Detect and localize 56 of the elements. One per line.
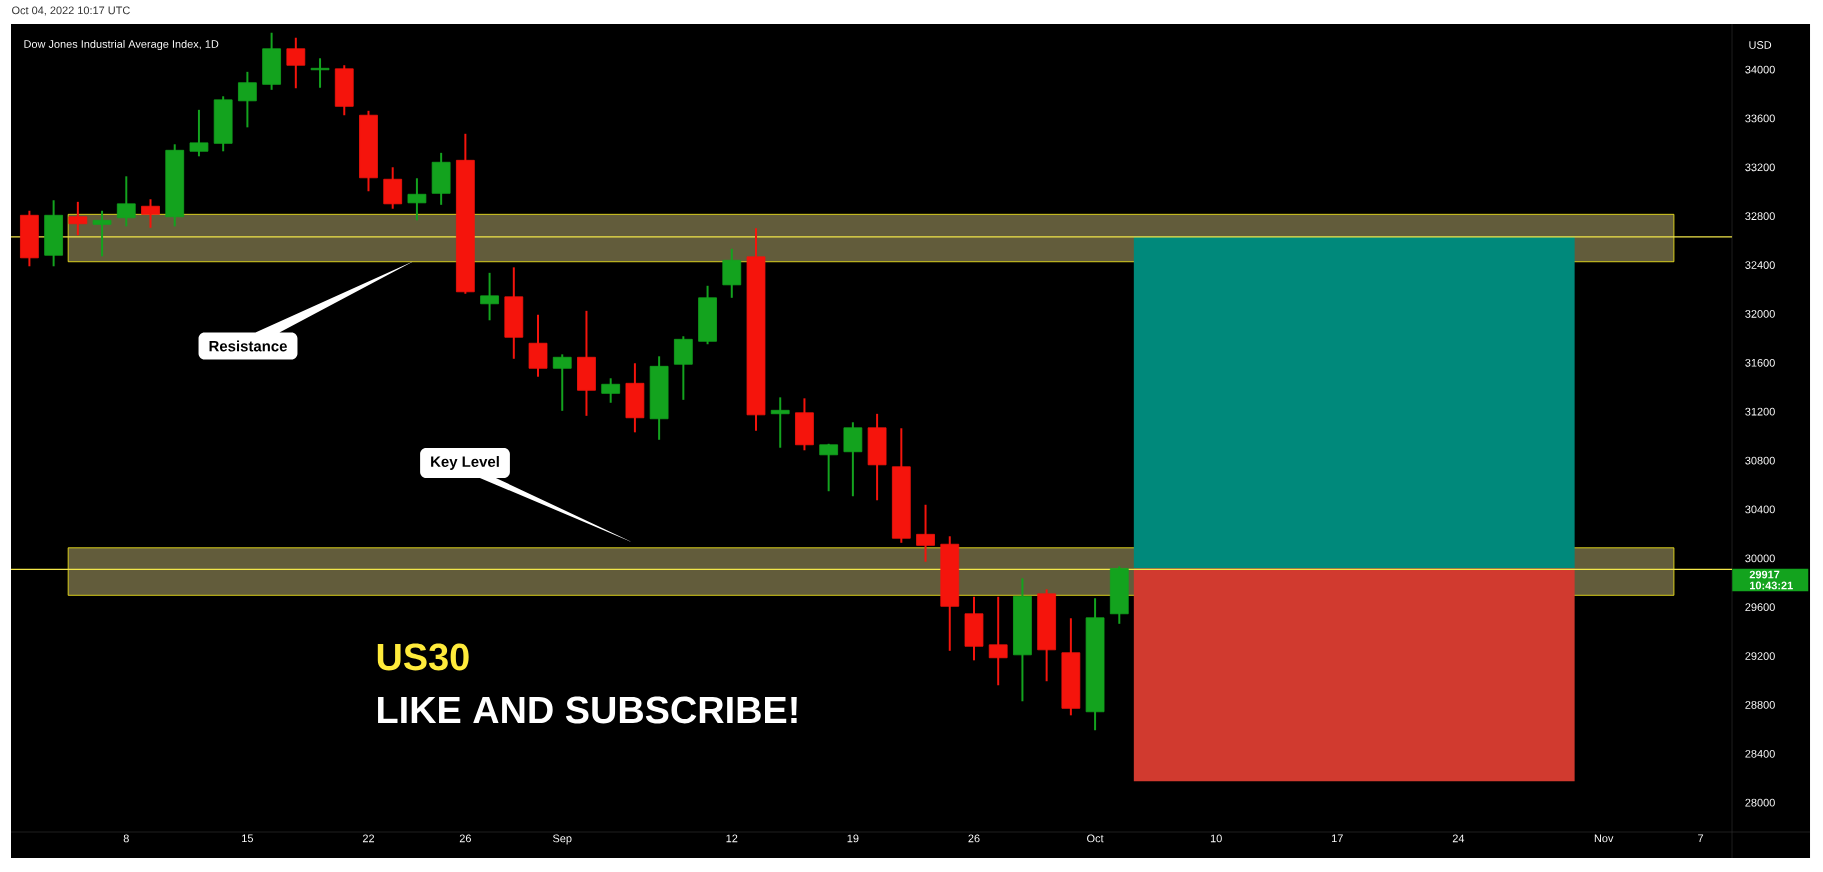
x-tick-label: 26 (459, 834, 471, 843)
x-tick-label: Sep (552, 834, 572, 845)
candlestick (92, 210, 112, 257)
candlestick (286, 37, 306, 89)
candlestick (310, 58, 330, 88)
candlestick (770, 397, 790, 448)
candlestick (988, 596, 1008, 686)
annotation: US30 (377, 643, 469, 671)
y-tick-label: 29600 (1745, 603, 1775, 612)
y-tick-label: 28800 (1745, 701, 1775, 709)
x-tick-label: 12 (726, 834, 738, 843)
candlestick (916, 504, 935, 562)
x-tick-label: 19 (847, 834, 859, 843)
candlestick (238, 71, 257, 128)
y-tick-label: 29200 (1745, 652, 1775, 660)
y-tick-label: 33600 (1745, 114, 1775, 123)
y-tick-label: 30800 (1745, 456, 1775, 465)
y-tick-label: 32400 (1745, 261, 1775, 269)
annotation: LIKE AND SUBSCRIBE! (378, 696, 797, 724)
x-tick-label: 7 (1698, 834, 1704, 843)
x-tick-label: Nov (1594, 834, 1614, 843)
x-tick-label: 22 (362, 834, 375, 843)
candlestick (601, 378, 621, 403)
x-tick-label: 24 (1452, 834, 1465, 843)
y-tick-label: 31200 (1745, 407, 1775, 416)
x-tick-label: 15 (242, 834, 254, 843)
text: Dow Jones Industrial Average Index, 1D (24, 39, 219, 51)
candlestick (407, 178, 427, 221)
candlestick (116, 176, 136, 227)
candlestick (141, 199, 160, 228)
x-tick-label: 10 (1210, 834, 1222, 843)
y-tick-label: 30000 (1745, 554, 1775, 563)
y-tick-label: 28400 (1745, 749, 1775, 758)
candlestick (480, 272, 499, 321)
y-tick-label: 32800 (1745, 212, 1775, 221)
x-tick-label: Oct (1087, 834, 1104, 843)
y-tick-label: 30400 (1745, 505, 1775, 514)
y-tick-label: 28000 (1745, 798, 1775, 807)
x-tick-label: 17 (1332, 834, 1343, 843)
annotation: Key Level (431, 456, 499, 470)
annotation: Resistance (209, 340, 287, 352)
y-axis-title: USD (1749, 41, 1772, 49)
candlestick (189, 109, 209, 157)
candlestick (68, 201, 88, 236)
x-tick-label: 26 (968, 834, 980, 843)
candlestick (819, 443, 839, 492)
text: 10:43:21 (1750, 581, 1793, 590)
candlestick (843, 422, 863, 497)
y-tick-label: 33200 (1745, 163, 1775, 172)
x-tick-label: 8 (123, 834, 129, 843)
text: Oct 04, 2022 10:17 UTC (12, 6, 130, 16)
y-tick-label: 32000 (1745, 310, 1775, 318)
y-tick-label: 34000 (1745, 65, 1775, 74)
y-tick-label: 31600 (1745, 358, 1775, 367)
text: 29917 (1749, 570, 1780, 579)
candlestick (552, 354, 572, 411)
